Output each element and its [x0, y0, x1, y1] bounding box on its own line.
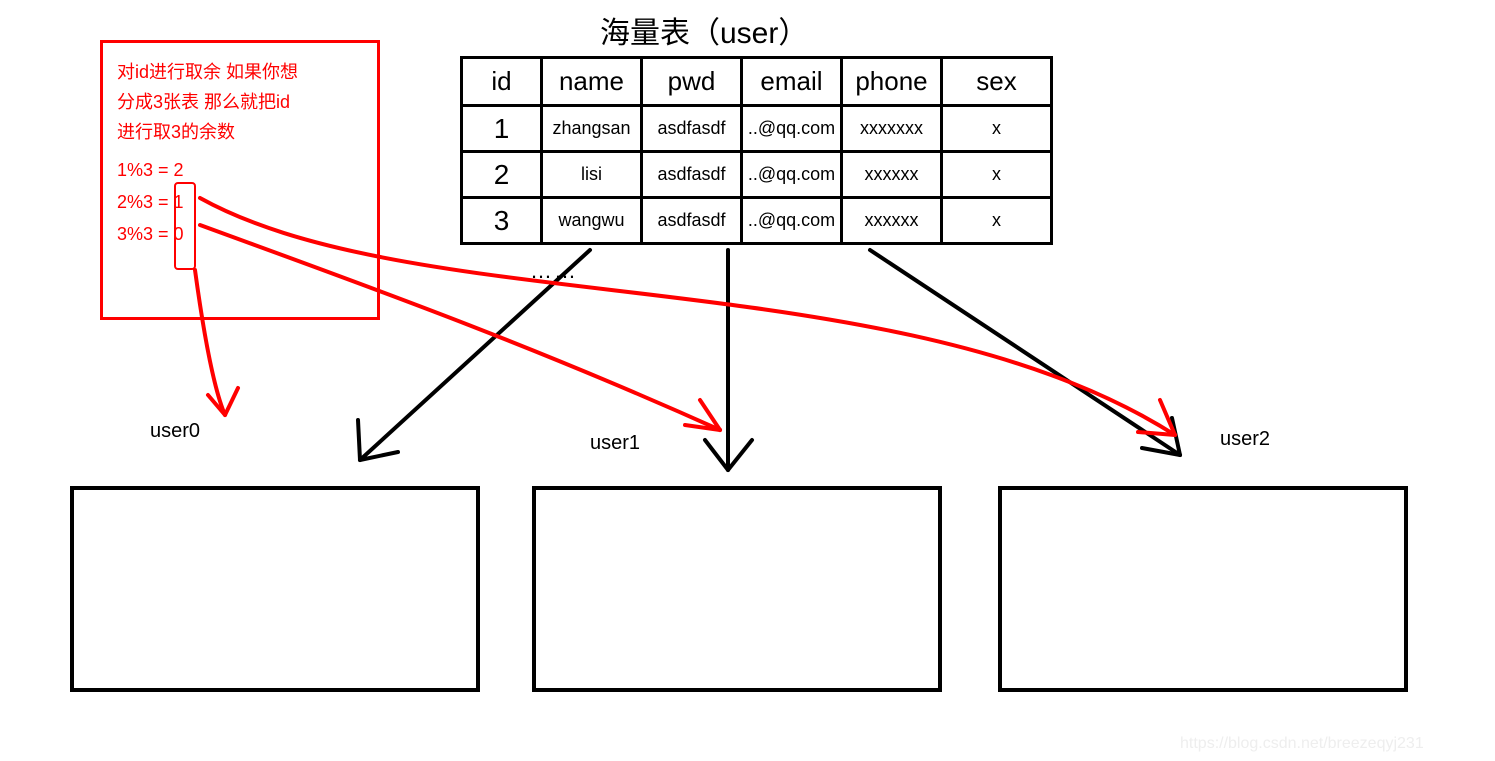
- col-pwd: pwd: [642, 58, 742, 106]
- cell: 1: [462, 106, 542, 152]
- cell: x: [942, 198, 1052, 244]
- cell: asdfasdf: [642, 106, 742, 152]
- shard-label-user1: user1: [590, 432, 640, 455]
- cell: wangwu: [542, 198, 642, 244]
- watermark-text: https://blog.csdn.net/breezeqyj231: [1180, 735, 1424, 753]
- note-line: 进行取3的余数: [117, 117, 367, 147]
- calc-results-highlight: [174, 182, 196, 270]
- cell: xxxxxx: [842, 198, 942, 244]
- table-row: 1 zhangsan asdfasdf ..@qq.com xxxxxxx x: [462, 106, 1052, 152]
- user-table: id name pwd email phone sex 1 zhangsan a…: [460, 56, 1053, 245]
- cell: ..@qq.com: [742, 106, 842, 152]
- table-row: 2 lisi asdfasdf ..@qq.com xxxxxx x: [462, 152, 1052, 198]
- calc-row: 3%3 = 0: [117, 219, 367, 249]
- cell: x: [942, 152, 1052, 198]
- shard-box-user2: [998, 486, 1408, 692]
- calc-row: 1%3 = 2: [117, 155, 367, 185]
- col-phone: phone: [842, 58, 942, 106]
- shard-box-user0: [70, 486, 480, 692]
- note-line: 对id进行取余 如果你想: [117, 57, 367, 87]
- cell: x: [942, 106, 1052, 152]
- cell: 2: [462, 152, 542, 198]
- shard-label-user0: user0: [150, 420, 200, 443]
- modulo-note-box: 对id进行取余 如果你想 分成3张表 那么就把id 进行取3的余数 1%3 = …: [100, 40, 380, 320]
- black-arrow-to-user2: [870, 250, 1180, 455]
- col-sex: sex: [942, 58, 1052, 106]
- cell: xxxxxx: [842, 152, 942, 198]
- col-email: email: [742, 58, 842, 106]
- calc-row: 2%3 = 1: [117, 187, 367, 217]
- black-arrow-to-user1: [705, 250, 752, 470]
- cell: zhangsan: [542, 106, 642, 152]
- col-name: name: [542, 58, 642, 106]
- diagram-title: 海量表（user）: [600, 8, 808, 52]
- cell: lisi: [542, 152, 642, 198]
- cell: xxxxxxx: [842, 106, 942, 152]
- cell: 3: [462, 198, 542, 244]
- shard-box-user1: [532, 486, 942, 692]
- cell: asdfasdf: [642, 152, 742, 198]
- col-id: id: [462, 58, 542, 106]
- table-header-row: id name pwd email phone sex: [462, 58, 1052, 106]
- cell: ..@qq.com: [742, 198, 842, 244]
- table-row: 3 wangwu asdfasdf ..@qq.com xxxxxx x: [462, 198, 1052, 244]
- cell: asdfasdf: [642, 198, 742, 244]
- shard-label-user2: user2: [1220, 428, 1270, 451]
- note-line: 分成3张表 那么就把id: [117, 87, 367, 117]
- table-ellipsis: ……: [530, 258, 578, 284]
- cell: ..@qq.com: [742, 152, 842, 198]
